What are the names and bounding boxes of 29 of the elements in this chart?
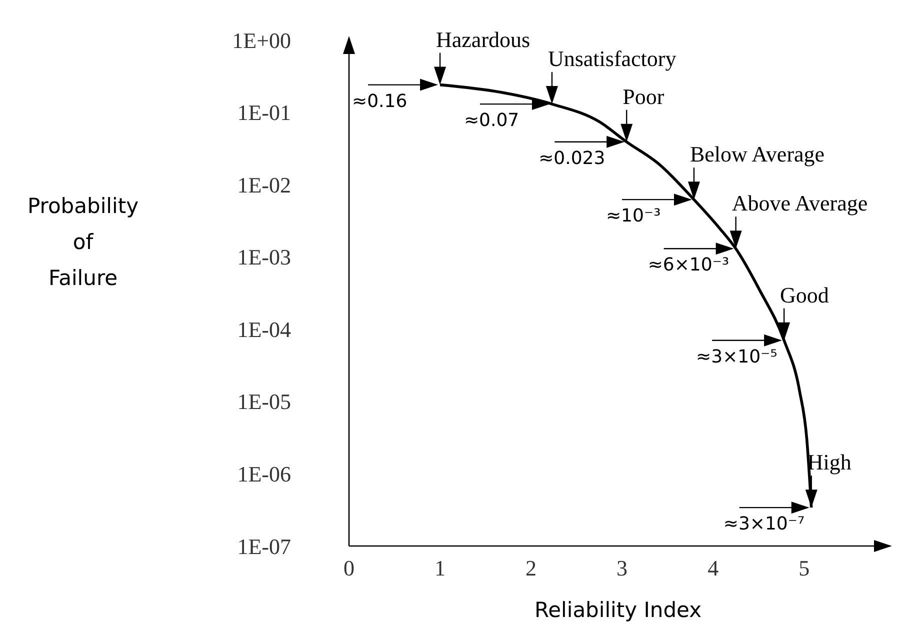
annotation: Unsatisfactory (548, 46, 676, 72)
annotation: Below Average (690, 142, 825, 167)
annotation: Poor (622, 84, 665, 109)
y-axis-title: Probability of Failure (26, 193, 140, 292)
x-tick-label: 2 (526, 556, 537, 581)
x-tick-label: 4 (708, 556, 719, 581)
y-tick-label: 1E+00 (232, 28, 291, 53)
x-tick-label: 5 (798, 556, 810, 581)
annotation: Above Average (732, 190, 868, 216)
x-tick-label: 3 (616, 556, 628, 581)
y-tick-label: 1E-05 (237, 389, 291, 414)
x-axis-title: Reliability Index (533, 598, 703, 622)
annotation: ≈0.023 (538, 148, 606, 169)
x-tick-label: 0 (344, 556, 354, 581)
annotation: Good (780, 282, 829, 308)
annotation: ≈0.16 (352, 90, 408, 112)
annotation: ≈6×10⁻³ (648, 254, 730, 276)
annotation: ≈0.07 (464, 110, 520, 132)
annotation: ≈3×10⁻⁷ (723, 514, 805, 535)
y-tick-label: 1E-04 (237, 316, 291, 342)
y-tick-label: 1E-07 (237, 534, 291, 559)
y-tick-label: 1E-02 (237, 172, 291, 198)
x-tick-label: 1 (434, 556, 446, 581)
y-tick-label: 1E-03 (237, 244, 291, 270)
annotation: Hazardous (436, 26, 530, 52)
annotation: ≈3×10⁻⁵ (696, 346, 778, 368)
y-tick-label: 1E-06 (237, 462, 291, 487)
y-tick-label: 1E-01 (237, 100, 291, 126)
annotation: ≈10⁻³ (606, 206, 661, 227)
